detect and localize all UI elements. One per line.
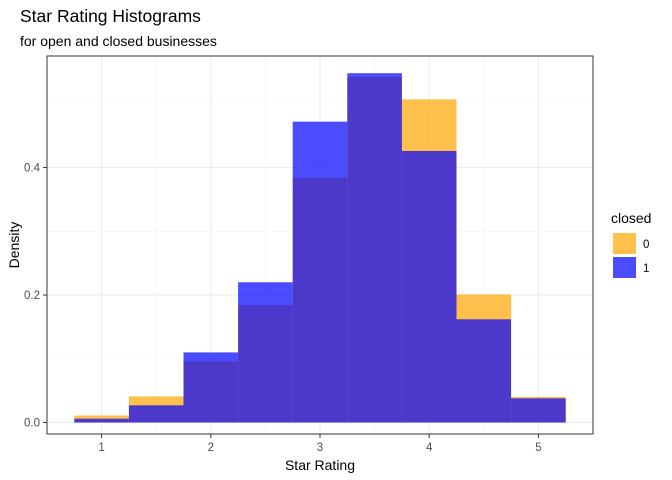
y-tick-label: 0.2: [24, 290, 40, 302]
y-axis-label: Density: [6, 222, 22, 269]
x-tick-label: 4: [426, 442, 433, 454]
legend: closed 0 1: [611, 210, 651, 278]
bar-series-1-bin-6: [347, 73, 402, 423]
x-tick-label: 3: [317, 442, 323, 454]
x-tick-label: 2: [208, 442, 214, 454]
legend-key-1: [613, 257, 636, 278]
y-tick-label: 0.0: [24, 418, 40, 430]
legend-title: closed: [611, 210, 651, 226]
x-tick-label: 5: [535, 442, 541, 454]
bar-series-1-bin-9: [511, 398, 566, 423]
bar-series-1-bin-1: [74, 418, 129, 423]
legend-key-0: [613, 233, 636, 254]
x-tick-label: 1: [98, 442, 104, 454]
y-tick-label: 0.4: [24, 163, 41, 175]
chart-subtitle: for open and closed businesses: [20, 33, 217, 49]
bars: [74, 73, 566, 423]
axes: 1 2 3 4 5 0.0 0.2 0.4: [24, 163, 542, 454]
bar-series-1-bin-2: [128, 405, 184, 423]
legend-label-0: 0: [643, 239, 649, 251]
legend-label-1: 1: [643, 263, 649, 275]
bar-series-1-bin-8: [456, 319, 512, 423]
bar-series-1-bin-7: [401, 150, 457, 423]
chart-title: Star Rating Histograms: [20, 6, 201, 26]
bar-series-1-bin-4: [238, 282, 293, 423]
bar-series-1-bin-3: [183, 352, 239, 423]
bar-series-1-bin-5: [292, 121, 348, 423]
x-axis-label: Star Rating: [285, 457, 355, 473]
